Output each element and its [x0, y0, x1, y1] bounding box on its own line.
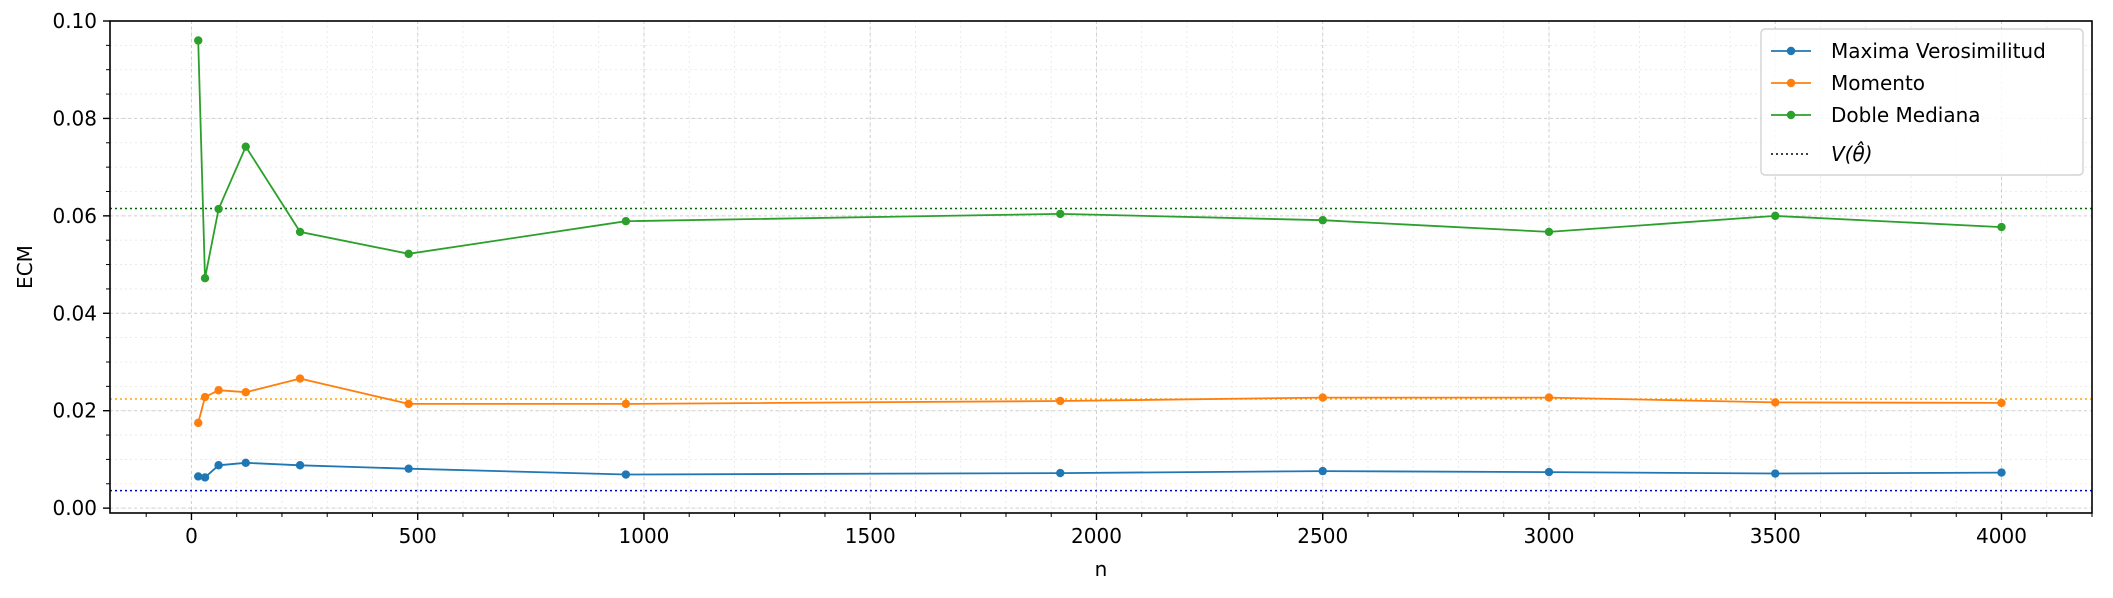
data-point — [200, 473, 210, 482]
series-line — [197, 377, 2002, 424]
legend-entries: Maxima Verosimilitud Momento Doble Mediana — [1771, 39, 2046, 127]
x-tick-label: 500 — [399, 524, 437, 548]
series-line — [198, 461, 2002, 479]
y-tick-label: 0.00 — [52, 496, 97, 520]
data-point — [241, 458, 250, 468]
plot-frame — [109, 20, 2093, 514]
legend-label: Momento — [1831, 71, 1925, 95]
legend-box — [1760, 28, 2084, 176]
data-point — [214, 204, 223, 214]
data-point — [194, 36, 203, 45]
series-layer — [194, 36, 2006, 482]
data-point — [1997, 468, 2006, 477]
data-point — [200, 392, 210, 402]
data-point — [200, 274, 210, 283]
series-line — [197, 40, 2002, 279]
legend-entry-2: Doble Mediana — [1771, 103, 1981, 127]
data-point — [1771, 469, 1780, 478]
legend-entry-1: Momento — [1771, 71, 1925, 95]
data-point — [1318, 393, 1327, 402]
x-tick-label: 3000 — [1524, 524, 1575, 548]
y-tick-label: 0.06 — [52, 204, 97, 228]
x-axis-ticks: 0 500 1000 1500 2000 2500 3000 3500 4000 — [145, 513, 2093, 548]
y-axis-ticks: 0.00 0.02 0.04 0.06 0.08 0.10 — [52, 9, 110, 520]
legend-label: Maxima Verosimilitud — [1831, 39, 2046, 63]
data-point — [404, 249, 413, 259]
data-point — [621, 470, 631, 479]
legend-entry-reference: V(θ̂) — [1771, 141, 1873, 166]
data-point — [621, 217, 631, 226]
y-tick-label: 0.02 — [52, 399, 97, 423]
data-point — [1318, 466, 1327, 476]
data-point — [404, 399, 413, 409]
x-tick-label: 1000 — [619, 524, 670, 548]
data-point — [621, 399, 631, 409]
reference-lines — [110, 207, 2092, 492]
series-0 — [194, 458, 2006, 482]
data-point — [1771, 211, 1780, 221]
data-point — [404, 464, 413, 473]
data-point — [1056, 209, 1065, 219]
data-point — [295, 461, 305, 470]
legend-entry-0: Maxima Verosimilitud — [1771, 39, 2046, 63]
data-point — [1056, 396, 1065, 406]
x-tick-label: 2500 — [1297, 524, 1348, 548]
x-tick-label: 0 — [185, 524, 198, 548]
data-point — [194, 472, 203, 481]
data-point — [1997, 222, 2006, 232]
data-point — [1318, 216, 1327, 225]
legend-swatch-marker — [1786, 110, 1796, 120]
data-point — [194, 418, 203, 428]
legend-swatch-marker — [1786, 46, 1796, 56]
legend-swatch-marker — [1786, 78, 1796, 88]
x-tick-label: 3500 — [1750, 524, 1801, 548]
legend-label: Doble Mediana — [1831, 103, 1981, 127]
data-point — [1997, 398, 2006, 408]
data-point — [295, 374, 305, 383]
y-axis-label: ECM — [13, 245, 37, 289]
data-point — [1771, 398, 1780, 407]
data-point — [241, 142, 250, 151]
x-tick-label: 2000 — [1071, 524, 1122, 548]
series-2 — [194, 36, 2006, 283]
data-point — [295, 227, 305, 237]
data-point — [214, 386, 223, 395]
data-point — [214, 461, 223, 470]
x-tick-label: 4000 — [1976, 524, 2027, 548]
y-tick-label: 0.10 — [52, 9, 97, 33]
data-point — [1544, 467, 1554, 477]
y-tick-label: 0.04 — [52, 301, 97, 325]
legend: Maxima Verosimilitud Momento Doble Mediana… — [1760, 28, 2084, 176]
data-point — [1544, 393, 1554, 402]
data-point — [241, 387, 250, 397]
x-axis-label: n — [1095, 557, 1108, 581]
legend-reference-label: V(θ̂) — [1831, 141, 1873, 166]
series-1 — [194, 374, 2006, 428]
data-point — [1056, 468, 1065, 478]
data-point — [1544, 227, 1554, 237]
x-tick-label: 1500 — [845, 524, 896, 548]
y-tick-label: 0.08 — [52, 106, 97, 130]
